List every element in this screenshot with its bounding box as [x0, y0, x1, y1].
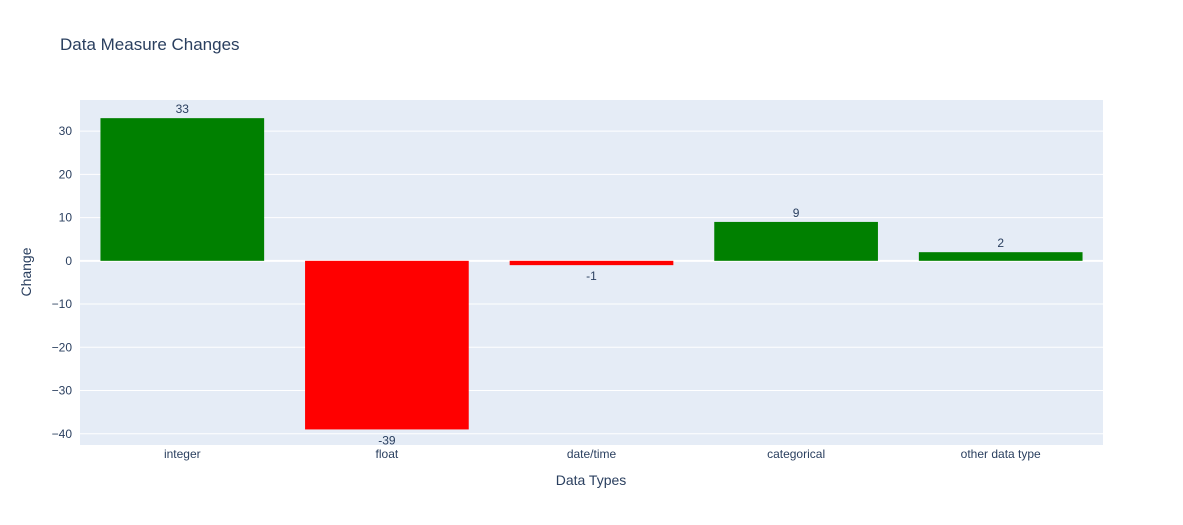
y-tick-label: −40: [52, 427, 73, 441]
data-label: -39: [378, 433, 396, 447]
x-axis-ticks: integer float date/time categorical other da…: [164, 447, 1041, 461]
x-tick-label: categorical: [767, 447, 825, 461]
y-axis-title: Change: [18, 247, 34, 296]
x-tick-label: integer: [164, 447, 201, 461]
bars: [100, 118, 1083, 430]
chart-title: Data Measure Changes: [60, 35, 240, 54]
y-tick-label: 30: [59, 124, 73, 138]
x-axis-title: Data Types: [556, 472, 627, 488]
y-tick-label: −30: [52, 384, 73, 398]
bar-integer[interactable]: [100, 118, 265, 261]
y-tick-label: −10: [52, 297, 73, 311]
data-label: 2: [997, 236, 1004, 250]
y-axis-ticks: −40 −30 −20 −10 0 10 20 30: [52, 124, 73, 441]
bar-categorical[interactable]: [714, 221, 878, 261]
data-label: 9: [793, 206, 800, 220]
data-label: -1: [586, 269, 597, 283]
bar-float[interactable]: [305, 260, 469, 430]
y-tick-label: 10: [59, 211, 73, 225]
x-tick-label: other data type: [961, 447, 1041, 461]
y-tick-label: 0: [65, 254, 72, 268]
y-tick-label: 20: [59, 167, 73, 181]
x-tick-label: date/time: [567, 447, 617, 461]
bar-other-data-type[interactable]: [918, 252, 1083, 261]
data-label: 33: [176, 102, 190, 116]
data-labels: 33 -39 -1 9 2: [176, 102, 1005, 447]
y-tick-label: −20: [52, 340, 73, 354]
bar-date-time[interactable]: [509, 260, 674, 266]
x-tick-label: float: [376, 447, 399, 461]
